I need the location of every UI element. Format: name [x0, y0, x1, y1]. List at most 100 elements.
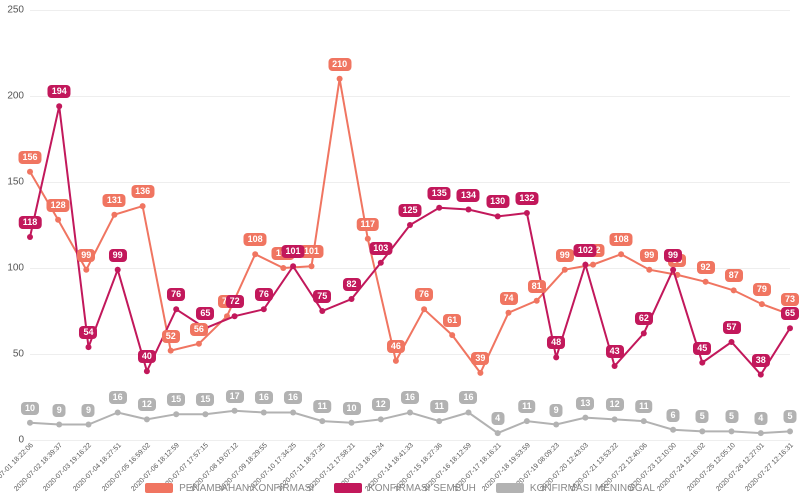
legend-swatch	[334, 483, 362, 493]
point-value-label: 11	[518, 400, 536, 413]
series-marker	[641, 418, 647, 424]
series-marker	[407, 222, 413, 228]
point-value-label: 194	[48, 85, 71, 98]
point-value-label: 12	[372, 398, 390, 411]
series-marker	[534, 298, 540, 304]
series-marker	[407, 410, 413, 416]
point-value-label: 39	[471, 352, 489, 365]
series-marker	[144, 416, 150, 422]
point-value-label: 9	[53, 404, 66, 417]
point-value-label: 117	[357, 218, 380, 231]
series-marker	[55, 217, 61, 223]
point-value-label: 76	[167, 288, 185, 301]
point-value-label: 134	[457, 189, 480, 202]
series-marker	[83, 267, 89, 273]
series-marker	[553, 354, 559, 360]
point-value-label: 16	[109, 391, 127, 404]
point-value-label: 132	[515, 192, 538, 205]
series-marker	[506, 310, 512, 316]
series-marker	[421, 306, 427, 312]
point-value-label: 118	[19, 216, 42, 229]
chart-container: 050100150200250 156128991311365256721081…	[0, 0, 800, 500]
series-marker	[365, 236, 371, 242]
point-value-label: 10	[21, 402, 39, 415]
legend-item: PENAMBAHAN KONFIRMASI	[145, 483, 314, 494]
point-value-label: 135	[428, 187, 451, 200]
legend-item: KONFIRMASI SEMBUH	[334, 483, 476, 494]
point-value-label: 101	[282, 245, 305, 258]
series-marker	[261, 410, 267, 416]
series-marker	[758, 430, 764, 436]
series-marker	[140, 203, 146, 209]
point-value-label: 136	[131, 185, 154, 198]
point-value-label: 5	[696, 410, 709, 423]
legend-swatch	[496, 483, 524, 493]
series-marker	[699, 428, 705, 434]
chart-svg	[30, 10, 790, 440]
legend-item: KONFIRMASI MENINGGAL	[496, 483, 655, 494]
legend-label: PENAMBAHAN KONFIRMASI	[179, 483, 314, 494]
point-value-label: 4	[491, 412, 504, 425]
series-marker	[27, 234, 33, 240]
point-value-label: 10	[343, 402, 361, 415]
series-marker	[449, 332, 455, 338]
point-value-label: 11	[635, 400, 653, 413]
series-marker	[319, 418, 325, 424]
point-value-label: 52	[162, 330, 180, 343]
series-marker	[144, 368, 150, 374]
legend-label: KONFIRMASI SEMBUH	[368, 483, 476, 494]
series-marker	[173, 306, 179, 312]
y-tick-label: 100	[7, 263, 24, 274]
point-value-label: 72	[226, 295, 244, 308]
point-value-label: 65	[196, 307, 214, 320]
point-value-label: 38	[752, 354, 770, 367]
series-marker	[729, 428, 735, 434]
point-value-label: 56	[190, 323, 208, 336]
x-axis: 07-01 18:22:062020-07-02 18:39:372020-07…	[30, 442, 790, 482]
series-marker	[612, 416, 618, 422]
series-marker	[196, 341, 202, 347]
series-marker	[582, 415, 588, 421]
series-marker	[562, 267, 568, 273]
legend-swatch	[145, 483, 173, 493]
point-value-label: 15	[196, 393, 214, 406]
series-marker	[202, 411, 208, 417]
y-tick-label: 250	[7, 5, 24, 16]
point-value-label: 43	[606, 345, 624, 358]
point-value-label: 108	[610, 233, 633, 246]
point-value-label: 12	[138, 398, 156, 411]
point-value-label: 11	[314, 400, 332, 413]
point-value-label: 73	[781, 293, 799, 306]
point-value-label: 16	[459, 391, 477, 404]
series-marker	[524, 210, 530, 216]
series-marker	[280, 265, 286, 271]
y-tick-label: 200	[7, 91, 24, 102]
series-marker	[646, 267, 652, 273]
point-value-label: 99	[77, 249, 95, 262]
point-value-label: 65	[781, 307, 799, 320]
series-marker	[27, 420, 33, 426]
point-value-label: 61	[443, 314, 461, 327]
series-marker	[290, 263, 296, 269]
point-value-label: 9	[82, 404, 95, 417]
series-marker	[290, 410, 296, 416]
point-value-label: 92	[697, 261, 715, 274]
series-marker	[641, 330, 647, 336]
series-marker	[378, 260, 384, 266]
series-marker	[378, 416, 384, 422]
series-marker	[252, 251, 258, 257]
series-marker	[670, 267, 676, 273]
series-marker	[86, 344, 92, 350]
series-marker	[495, 213, 501, 219]
point-value-label: 81	[528, 280, 546, 293]
point-value-label: 62	[635, 312, 653, 325]
series-marker	[612, 363, 618, 369]
series-marker	[787, 428, 793, 434]
point-value-label: 74	[500, 292, 518, 305]
series-marker	[56, 422, 62, 428]
series-marker	[524, 418, 530, 424]
point-value-label: 48	[547, 336, 565, 349]
series-marker	[232, 313, 238, 319]
legend: PENAMBAHAN KONFIRMASI KONFIRMASI SEMBUH KO…	[0, 483, 800, 497]
series-marker	[729, 339, 735, 345]
